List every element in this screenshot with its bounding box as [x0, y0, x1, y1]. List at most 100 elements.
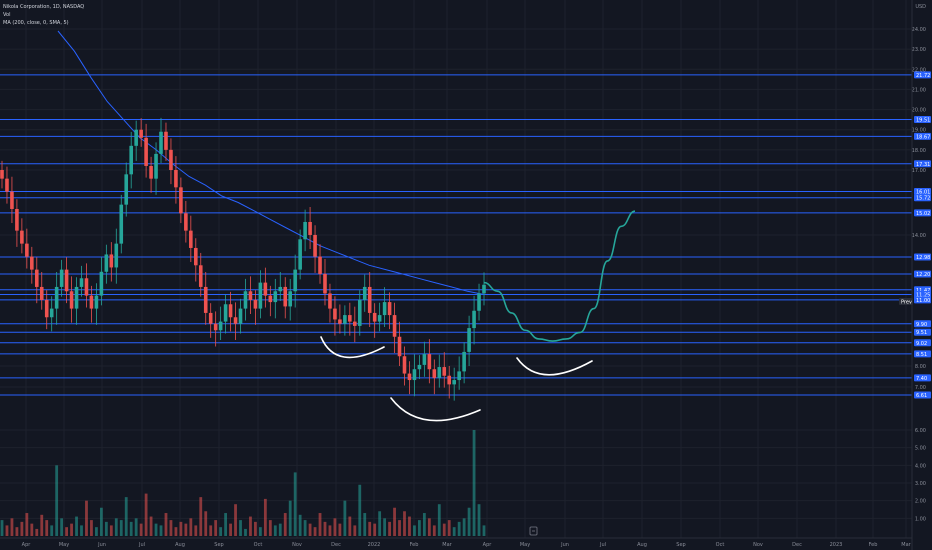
time-axis[interactable]: Apr May Jun Jul Aug Sep Oct Nov Dec 2022 Feb Mar Apr…: [0, 537, 912, 548]
volume-bar: [298, 514, 302, 536]
volume-bar: [437, 504, 441, 536]
x-tick-label: 2022: [368, 542, 381, 548]
candle-body: [208, 312, 213, 324]
volume-bar: [139, 523, 143, 536]
price-axis[interactable]: 24.00 23.00 22.00 21.00 20.00 19.00 18.00 17.00…: [911, 0, 926, 550]
x-tick-label: Feb: [410, 542, 419, 548]
candle-body: [79, 278, 84, 287]
candle-body: [288, 291, 293, 307]
y-tick-label: 22.00: [912, 67, 926, 73]
volume-bar: [124, 497, 128, 536]
level-tag-text: 21.72: [916, 73, 930, 79]
chart-legend: Nikola Corporation, 1D, NASDAQ Vol MA (2…: [3, 3, 84, 27]
volume-bar: [104, 521, 108, 536]
volume-bar: [55, 465, 59, 536]
y-tick-label: 4.00: [915, 463, 926, 469]
candle-body: [412, 369, 417, 381]
level-tag-text: 11.00: [916, 298, 930, 304]
volume-label[interactable]: Vol: [3, 12, 11, 18]
candle-body: [308, 221, 312, 235]
volume-bar: [333, 518, 337, 536]
volume-bars: [0, 430, 486, 536]
volume-bar: [418, 520, 421, 536]
volume-bar: [398, 520, 401, 536]
volume-bar: [318, 513, 322, 536]
candle-body: [482, 284, 486, 294]
symbol-title[interactable]: Nikola Corporation, 1D, NASDAQ: [3, 4, 85, 10]
x-tick-label: Oct: [254, 542, 263, 548]
x-tick-label: Mar: [442, 542, 452, 548]
candle-body: [10, 191, 14, 209]
volume-bar: [85, 500, 88, 536]
volume-bar: [388, 521, 391, 536]
candle-body: [263, 282, 268, 296]
x-tick-label: Jul: [138, 542, 145, 548]
level-tag: [914, 71, 931, 79]
volume-bar: [442, 523, 446, 536]
candle-body: [298, 239, 302, 270]
volume-bar: [204, 511, 208, 536]
volume-bar: [472, 430, 476, 536]
volume-bar: [119, 520, 123, 536]
candle-body: [134, 129, 138, 146]
level-tag-text: 12.20: [916, 272, 930, 278]
candle-body: [382, 302, 387, 316]
ma-line: [57, 30, 485, 295]
candle-body: [218, 321, 223, 331]
volume-bar: [328, 525, 332, 536]
cup-arc: [390, 397, 481, 422]
volume-bar: [80, 525, 83, 536]
candle-body: [104, 254, 109, 272]
volume-bar: [447, 520, 451, 536]
candle-body: [427, 354, 432, 370]
volume-bar: [244, 528, 247, 536]
candle-body: [417, 364, 422, 370]
candle-body: [313, 234, 317, 257]
candle-body: [387, 302, 392, 316]
candle-body: [64, 269, 69, 292]
volume-bar: [323, 521, 327, 536]
candle-body: [223, 304, 228, 322]
volume-bar: [427, 518, 431, 536]
candle-body: [15, 208, 19, 231]
moving-average: [57, 30, 485, 295]
volume-bar: [154, 523, 158, 536]
volume-bar: [179, 521, 183, 536]
candle-body: [273, 291, 278, 303]
candle-body: [30, 256, 34, 270]
candle-body: [348, 315, 352, 322]
goto-date-button[interactable]: [529, 526, 538, 536]
volume-bar: [408, 516, 411, 536]
level-tag-text: 15.72: [916, 196, 930, 202]
candle-body: [472, 310, 476, 329]
level-tag: [914, 339, 931, 347]
cup-arc: [516, 357, 593, 376]
y-tick-label: 2.00: [915, 499, 926, 505]
volume-bar: [403, 511, 406, 536]
x-tick-label: Dec: [792, 542, 802, 548]
volume-bar: [219, 527, 223, 536]
candle-body: [59, 269, 64, 287]
candle-body: [397, 336, 402, 357]
y-tick-label: 3.00: [915, 481, 926, 487]
candle-body: [432, 369, 437, 378]
y-tick-label: 23.00: [912, 47, 926, 53]
level-tag: [914, 194, 931, 202]
volume-bar: [358, 484, 362, 536]
x-tick-label: Nov: [753, 542, 763, 548]
level-tag-text: 11.25: [916, 293, 930, 299]
volume-bar: [30, 523, 34, 536]
volume-bar: [393, 507, 396, 536]
candle-body: [124, 174, 129, 205]
candle-body: [283, 286, 288, 307]
x-tick-label: Apr: [483, 542, 493, 548]
volume-bar: [457, 521, 461, 536]
ma-label[interactable]: MA (200, close, 0, SMA, 5): [3, 20, 69, 26]
level-tag: [914, 209, 931, 217]
level-tag-text: 15.02: [916, 211, 930, 217]
candle-body: [402, 356, 407, 374]
y-tick-label: 20.00: [912, 108, 926, 114]
